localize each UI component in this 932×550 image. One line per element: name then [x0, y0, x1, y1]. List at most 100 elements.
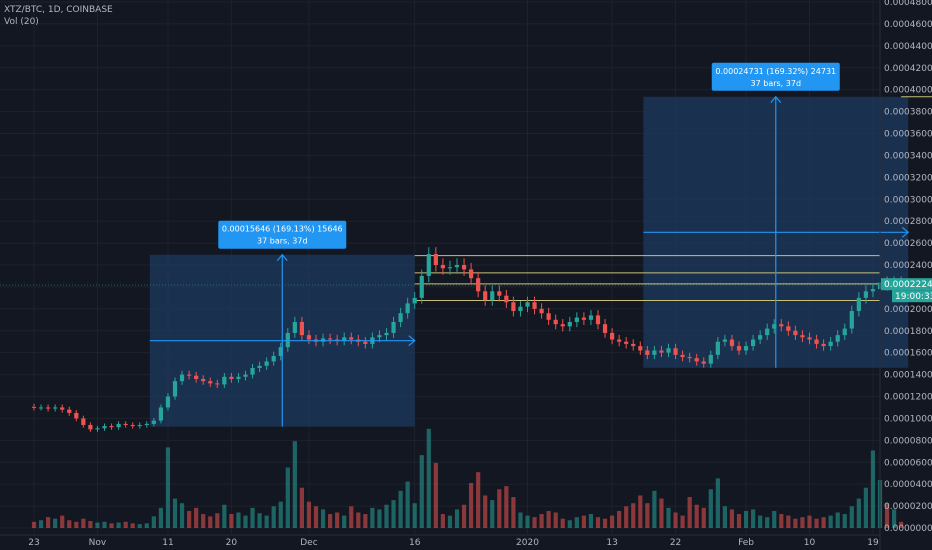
candle-body — [172, 381, 178, 397]
candle-body — [659, 350, 664, 353]
volume-bars — [31, 428, 904, 528]
volume-bar — [384, 504, 389, 528]
volume-bar — [38, 520, 44, 528]
volume-bar — [751, 509, 756, 528]
x-tick-label: 11 — [162, 538, 173, 548]
candle-body — [194, 375, 199, 379]
volume-bar — [433, 462, 438, 528]
candle-body — [328, 338, 333, 340]
volume-bar — [736, 514, 742, 528]
candle-body — [779, 324, 784, 327]
time-axis[interactable]: 23Nov1120Dec1620201322Feb1019Mar — [0, 534, 932, 548]
volume-bar — [172, 498, 178, 528]
volume-bar — [483, 495, 488, 528]
candle-body — [595, 315, 601, 325]
measurement-label-box — [218, 220, 347, 249]
candle-body — [454, 265, 460, 268]
candle-body — [856, 297, 861, 312]
volume-bar — [440, 514, 445, 528]
candle-body — [46, 407, 51, 409]
candle-body — [426, 254, 431, 276]
volume-bar — [419, 455, 424, 528]
candle-body — [610, 332, 615, 340]
x-tick-label: 20 — [226, 538, 238, 548]
volume-bar — [109, 523, 114, 528]
candle-body — [306, 335, 312, 340]
candle-body — [257, 365, 262, 369]
candle-body — [398, 313, 403, 322]
measurement-label-bars: 37 bars, 37d — [751, 79, 802, 88]
candle-body — [320, 338, 326, 342]
volume-bar — [624, 506, 629, 528]
volume-bar — [567, 520, 572, 528]
volume-bar — [377, 509, 382, 528]
x-tick-label: 19 — [867, 538, 879, 548]
volume-bar — [765, 517, 770, 528]
candle-body — [708, 354, 713, 364]
measurement-arrowhead — [276, 253, 288, 262]
volume-bar — [278, 501, 283, 528]
candle-body — [215, 383, 220, 385]
candle-body — [179, 374, 185, 382]
volume-bar — [264, 515, 269, 528]
volume-bar — [518, 512, 523, 528]
candle-body — [158, 407, 163, 421]
candle-body — [828, 341, 833, 347]
x-tick-label: 13 — [606, 538, 617, 548]
x-tick-label: 16 — [409, 538, 421, 548]
volume-bar — [687, 497, 692, 528]
volume-bar — [363, 514, 368, 528]
volume-bar — [208, 516, 213, 528]
volume-bar — [793, 518, 798, 528]
candle-body — [95, 428, 100, 430]
candle-body — [645, 350, 650, 355]
volume-bar — [828, 515, 833, 528]
candle-body — [758, 335, 763, 340]
volume-bar — [504, 486, 509, 528]
candle-body — [687, 357, 692, 359]
candle-body — [377, 335, 382, 338]
volume-bar — [680, 515, 685, 528]
candle-body — [863, 291, 868, 298]
candle-body — [208, 381, 213, 384]
candle-body — [638, 346, 643, 351]
volume-bar — [800, 517, 805, 528]
candle-body — [222, 376, 227, 385]
countdown-badge — [892, 290, 932, 303]
volume-bar — [271, 506, 276, 528]
x-tick-label: Feb — [738, 538, 754, 548]
candle-body — [278, 347, 283, 356]
volume-bar — [835, 512, 840, 528]
volume-bar — [165, 447, 171, 528]
measurement-arrowhead — [770, 95, 782, 104]
volume-bar — [469, 483, 474, 528]
candle-body — [236, 376, 241, 379]
volume-bar — [772, 510, 777, 528]
volume-bar — [708, 489, 713, 528]
volume-bar — [779, 514, 784, 528]
volume-bar — [116, 522, 121, 528]
volume-bar — [722, 506, 727, 528]
volume-bar — [694, 504, 699, 528]
candle-body — [673, 348, 678, 355]
volume-bar — [236, 512, 241, 528]
candle-body — [680, 354, 685, 358]
volume-bar — [342, 515, 347, 528]
candle-body — [666, 348, 671, 353]
volume-bar — [870, 450, 876, 528]
candle-body — [821, 343, 826, 347]
candle-body — [715, 341, 720, 355]
volume-bar — [391, 500, 396, 528]
measurement-label-box — [711, 62, 840, 91]
volume-bar — [574, 517, 579, 528]
